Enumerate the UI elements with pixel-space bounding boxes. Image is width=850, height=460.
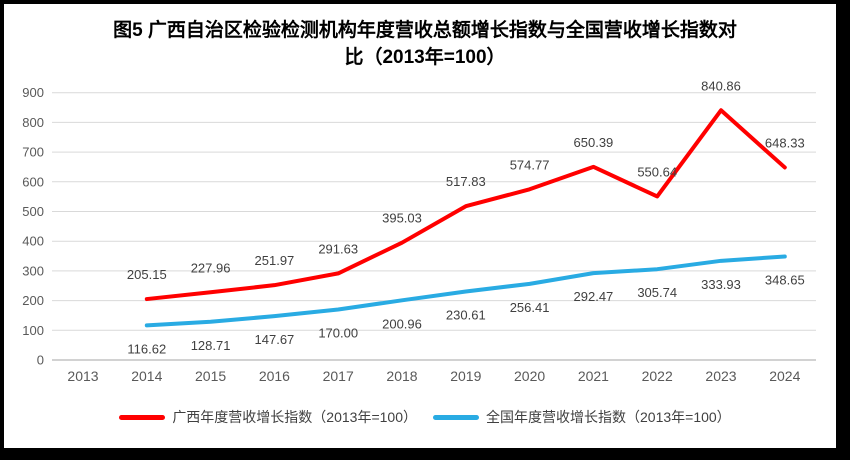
- data-label-guangxi: 227.96: [191, 260, 231, 275]
- y-tick-label: 100: [22, 323, 44, 338]
- legend: 广西年度营收增长指数（2013年=100） 全国年度营收增长指数（2013年=1…: [4, 407, 836, 427]
- y-tick-label: 600: [22, 174, 44, 189]
- x-tick-label: 2021: [578, 368, 609, 384]
- chart-title-line2: 比（2013年=100）: [344, 47, 506, 68]
- x-tick-label: 2015: [195, 368, 226, 384]
- data-label-guangxi: 840.86: [701, 78, 741, 93]
- y-tick-label: 700: [22, 145, 44, 160]
- x-tick-label: 2014: [131, 368, 162, 384]
- data-label-national: 170.00: [318, 326, 358, 341]
- legend-marker-national: [433, 414, 479, 420]
- y-tick-label: 400: [22, 234, 44, 249]
- y-tick-label: 900: [22, 85, 44, 100]
- legend-item-guangxi: 广西年度营收增长指数（2013年=100）: [119, 407, 417, 427]
- series-line-guangxi: [144, 108, 787, 302]
- x-tick-label: 2019: [450, 368, 481, 384]
- y-tick-label: 300: [22, 263, 44, 278]
- legend-label-national: 全国年度营收增长指数（2013年=100）: [486, 409, 731, 425]
- x-tick-label: 2016: [259, 368, 290, 384]
- data-label-guangxi: 517.83: [446, 174, 486, 189]
- legend-item-national: 全国年度营收增长指数（2013年=100）: [433, 407, 731, 427]
- data-label-national: 333.93: [701, 277, 741, 292]
- y-tick-label: 200: [22, 293, 44, 308]
- data-label-guangxi: 550.64: [637, 164, 677, 179]
- data-label-national: 292.47: [574, 289, 614, 304]
- x-tick-label: 2017: [323, 368, 354, 384]
- x-tick-label: 2024: [769, 368, 800, 384]
- data-label-national: 116.62: [127, 341, 166, 356]
- data-label-guangxi: 648.33: [765, 135, 805, 150]
- x-tick-label: 2023: [705, 368, 736, 384]
- data-label-guangxi: 395.03: [382, 211, 422, 226]
- chart-title: 图5 广西自治区检验检测机构年度营收总额增长指数与全国营收增长指数对 比（201…: [4, 17, 836, 71]
- series-line-national: [144, 254, 787, 328]
- data-label-national: 128.71: [191, 338, 231, 353]
- chart-title-line1: 图5 广西自治区检验检测机构年度营收总额增长指数与全国营收增长指数对: [113, 20, 737, 41]
- data-label-guangxi: 205.15: [127, 267, 167, 282]
- x-tick-label: 2013: [67, 368, 98, 384]
- x-tick-label: 2022: [642, 368, 673, 384]
- data-label-national: 230.61: [446, 308, 486, 323]
- y-tick-label: 500: [22, 204, 44, 219]
- data-label-guangxi: 574.77: [510, 157, 550, 172]
- data-label-guangxi: 291.63: [318, 241, 358, 256]
- y-tick-label: 800: [22, 115, 44, 130]
- x-tick-label: 2018: [386, 368, 417, 384]
- data-label-national: 200.96: [382, 316, 422, 331]
- y-tick-label: 0: [37, 353, 44, 368]
- data-label-national: 147.67: [255, 332, 295, 347]
- data-label-national: 305.74: [637, 285, 677, 300]
- x-tick-label: 2020: [514, 368, 545, 384]
- legend-label-guangxi: 广西年度营收增长指数（2013年=100）: [172, 409, 417, 425]
- data-label-guangxi: 650.39: [574, 135, 614, 150]
- data-label-guangxi: 251.97: [255, 253, 295, 268]
- legend-marker-guangxi: [119, 414, 166, 420]
- data-label-national: 348.65: [765, 272, 805, 287]
- data-label-national: 256.41: [510, 300, 550, 315]
